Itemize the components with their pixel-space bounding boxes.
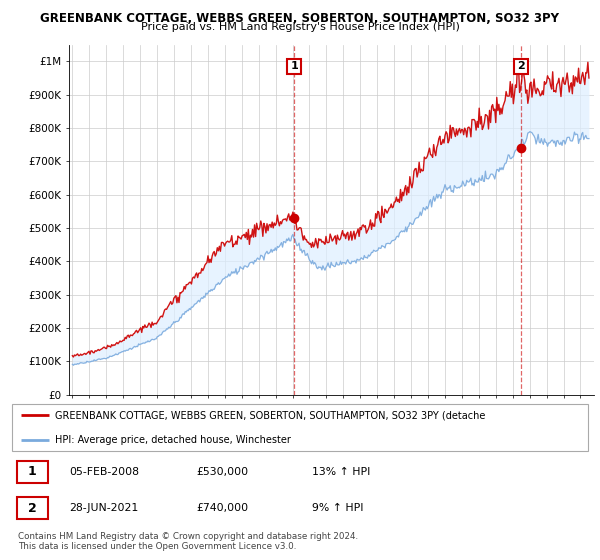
- Text: HPI: Average price, detached house, Winchester: HPI: Average price, detached house, Winc…: [55, 435, 291, 445]
- Text: Contains HM Land Registry data © Crown copyright and database right 2024.
This d: Contains HM Land Registry data © Crown c…: [18, 532, 358, 552]
- Text: 2: 2: [517, 62, 525, 72]
- Text: 1: 1: [28, 465, 37, 478]
- FancyBboxPatch shape: [17, 497, 48, 520]
- Text: 1: 1: [290, 62, 298, 72]
- Text: GREENBANK COTTAGE, WEBBS GREEN, SOBERTON, SOUTHAMPTON, SO32 3PY: GREENBANK COTTAGE, WEBBS GREEN, SOBERTON…: [41, 12, 560, 25]
- Text: GREENBANK COTTAGE, WEBBS GREEN, SOBERTON, SOUTHAMPTON, SO32 3PY (detache: GREENBANK COTTAGE, WEBBS GREEN, SOBERTON…: [55, 410, 485, 421]
- Text: Price paid vs. HM Land Registry's House Price Index (HPI): Price paid vs. HM Land Registry's House …: [140, 22, 460, 32]
- Text: £530,000: £530,000: [196, 467, 248, 477]
- Text: 13% ↑ HPI: 13% ↑ HPI: [311, 467, 370, 477]
- Text: 28-JUN-2021: 28-JUN-2021: [70, 503, 139, 513]
- FancyBboxPatch shape: [12, 404, 588, 451]
- Text: 05-FEB-2008: 05-FEB-2008: [70, 467, 140, 477]
- Text: 9% ↑ HPI: 9% ↑ HPI: [311, 503, 363, 513]
- Text: £740,000: £740,000: [196, 503, 248, 513]
- Text: 2: 2: [28, 502, 37, 515]
- FancyBboxPatch shape: [17, 460, 48, 483]
